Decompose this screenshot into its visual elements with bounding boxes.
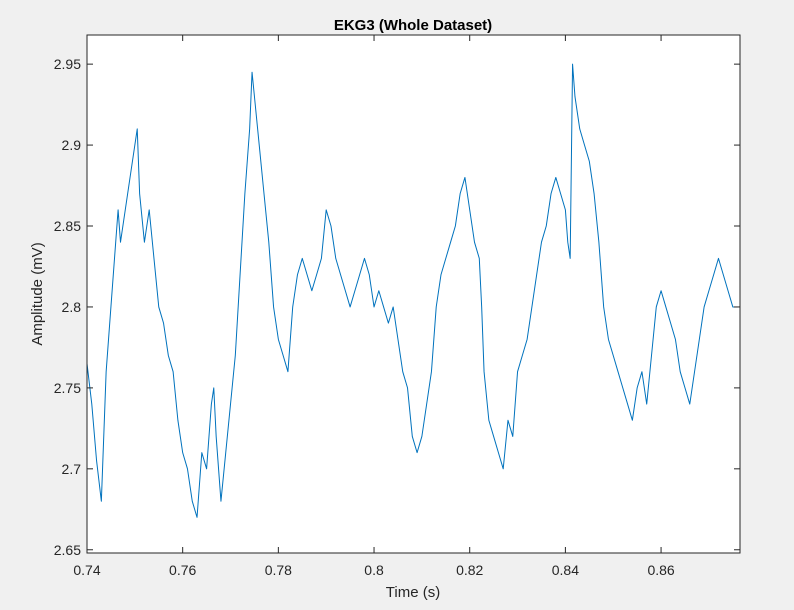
y-tick-label: 2.65 <box>54 542 81 558</box>
x-axis-label: Time (s) <box>386 584 440 601</box>
y-axis: 2.65 2.7 2.75 2.8 2.85 2.9 2.95 <box>54 56 740 558</box>
x-tick-label: 0.76 <box>169 562 196 578</box>
y-tick-label: 2.95 <box>54 56 81 72</box>
x-tick-label: 0.82 <box>456 562 483 578</box>
series-line-0 <box>86 63 738 518</box>
y-tick-label: 2.75 <box>54 380 81 396</box>
y-axis-label: Amplitude (mV) <box>29 242 46 345</box>
x-tick-label: 0.78 <box>265 562 292 578</box>
y-tick-label: 2.9 <box>62 137 82 153</box>
chart-title: EKG3 (Whole Dataset) <box>334 17 492 34</box>
x-tick-label: 0.84 <box>552 562 579 578</box>
x-tick-label: 0.74 <box>73 562 100 578</box>
y-tick-label: 2.8 <box>62 299 82 315</box>
x-axis: 0.74 0.76 0.78 0.8 0.82 0.84 0.86 <box>73 35 675 578</box>
x-tick-label: 0.8 <box>364 562 384 578</box>
y-tick-label: 2.7 <box>62 461 82 477</box>
series-layer <box>86 63 738 518</box>
plot-area <box>87 35 740 553</box>
x-tick-label: 0.86 <box>647 562 674 578</box>
plot-frame <box>86 34 741 554</box>
y-tick-label: 2.85 <box>54 218 81 234</box>
